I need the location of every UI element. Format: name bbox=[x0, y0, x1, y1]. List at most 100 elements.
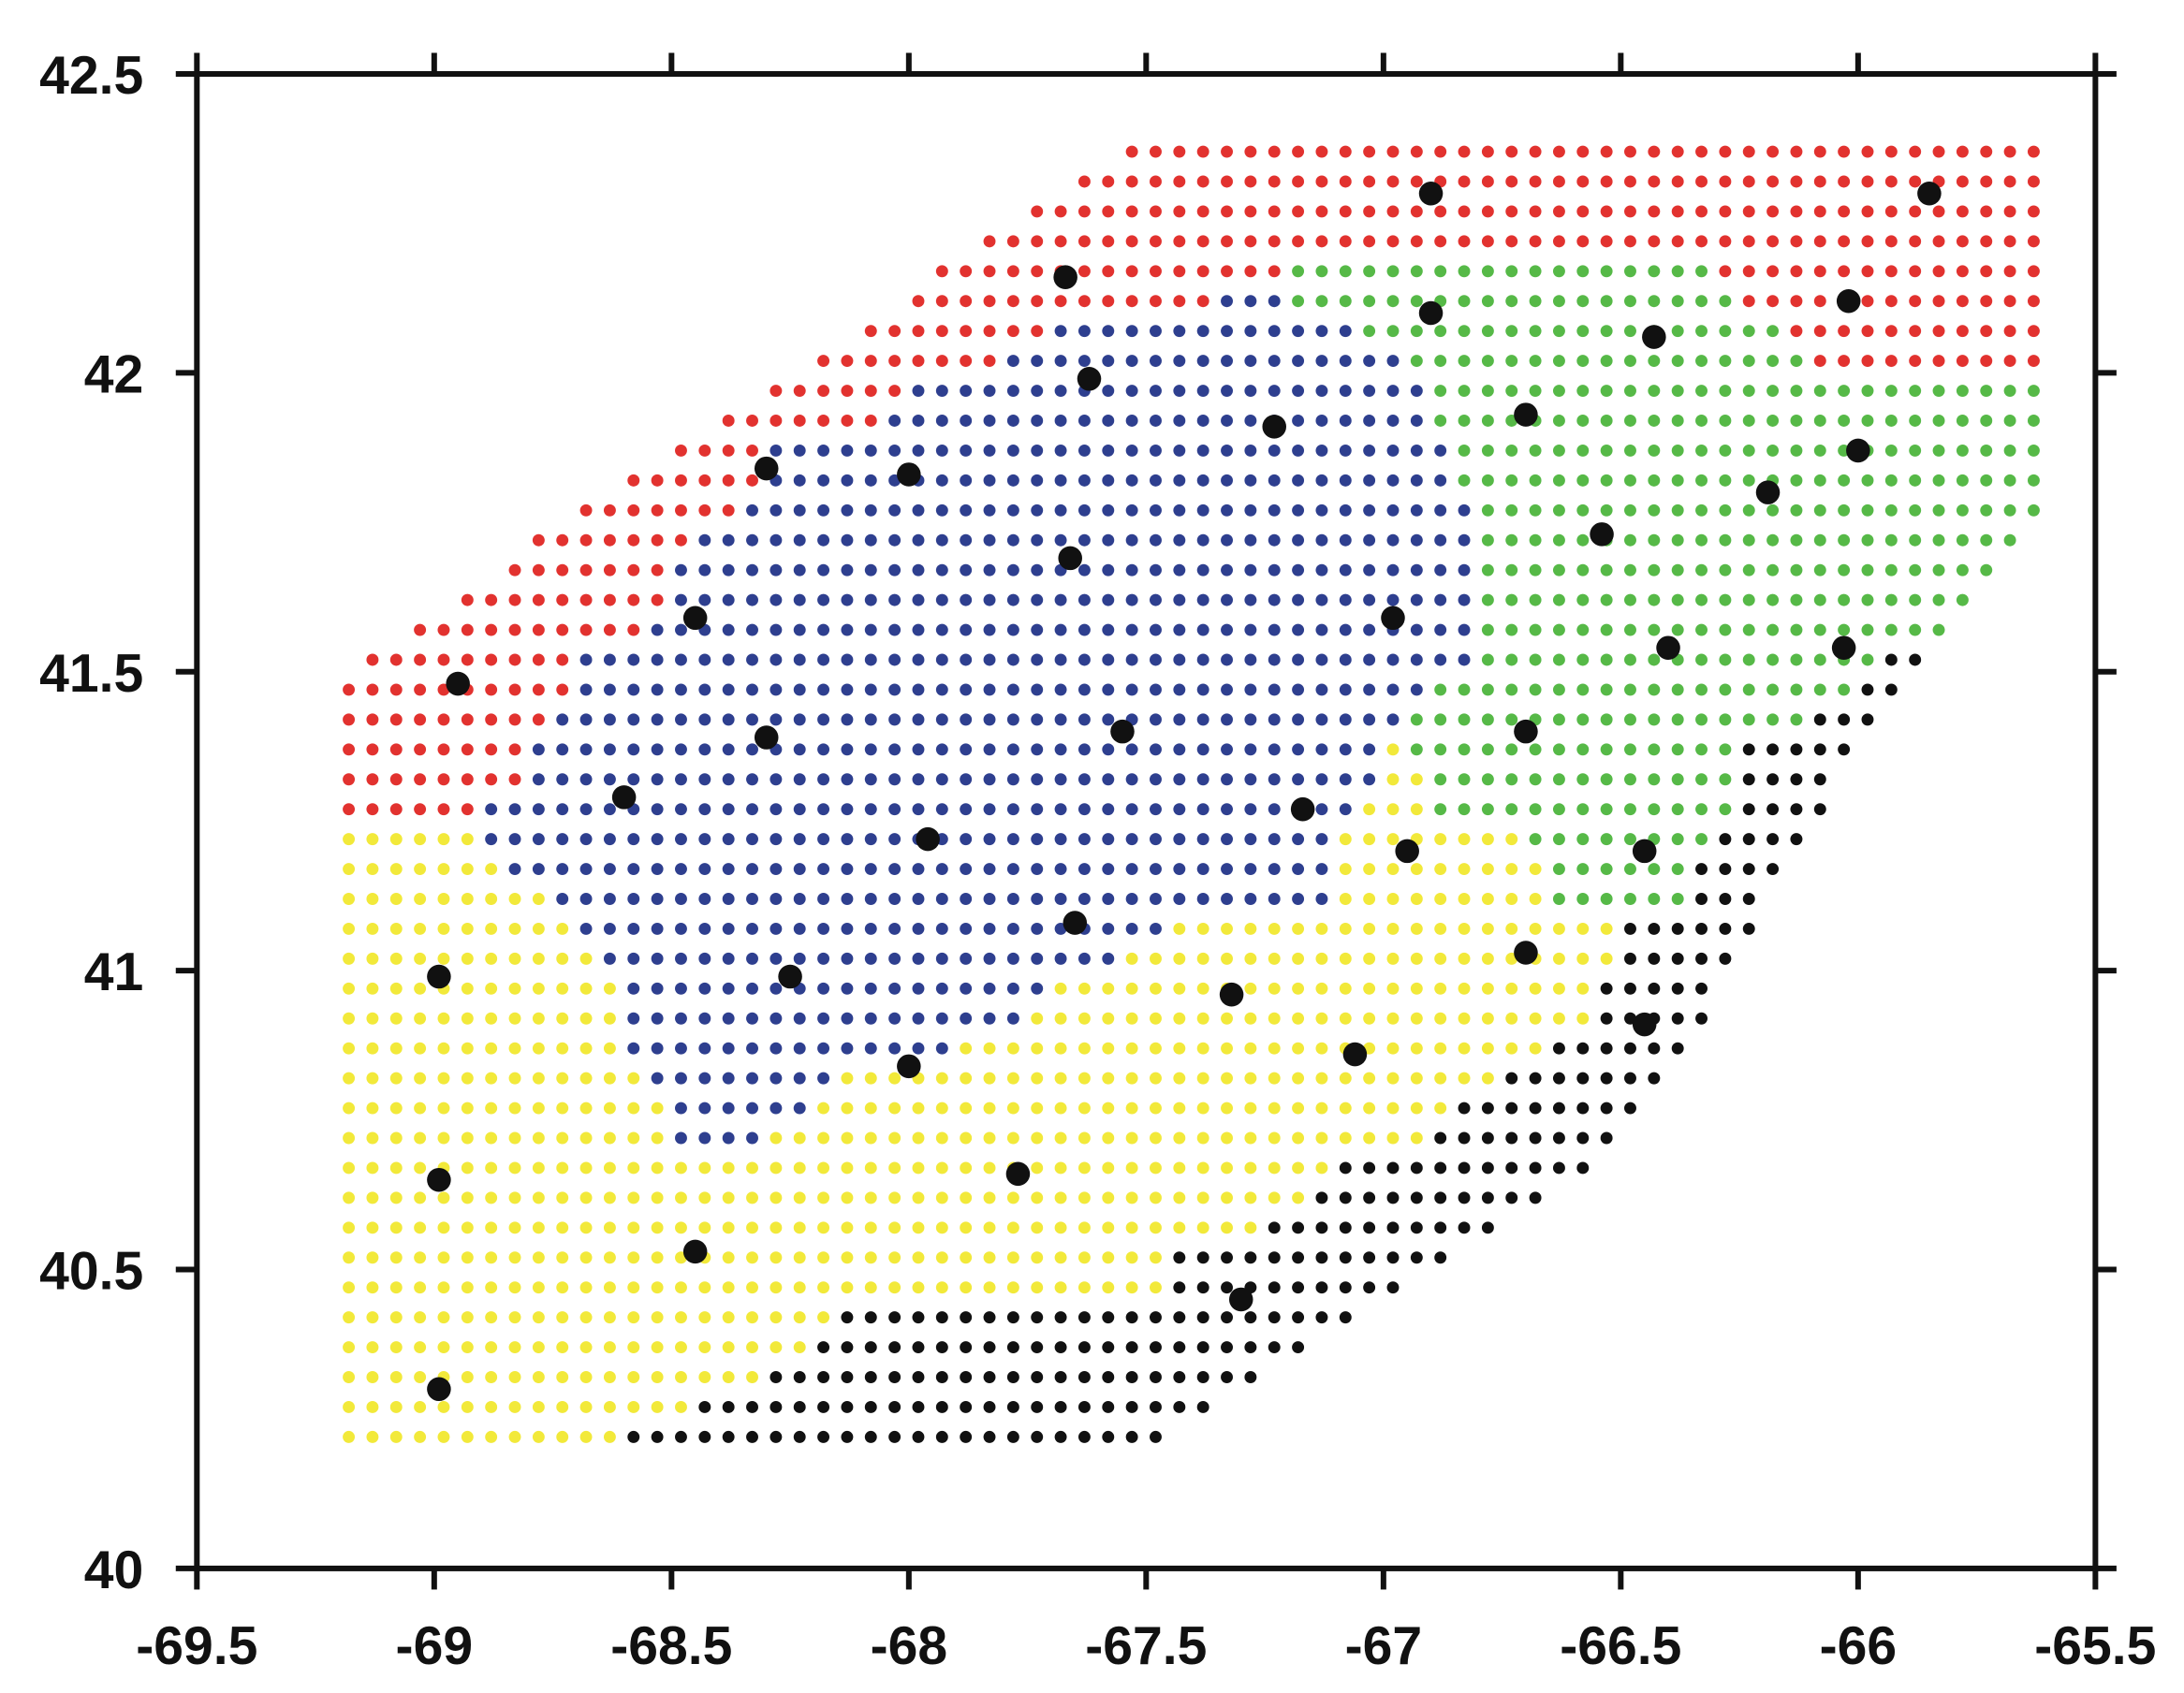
grid-dot bbox=[722, 444, 735, 457]
grid-dot bbox=[437, 1251, 450, 1264]
grid-dot bbox=[1742, 355, 1755, 368]
grid-dot bbox=[960, 533, 973, 547]
grid-dot bbox=[746, 803, 758, 816]
grid-dot bbox=[1054, 1012, 1067, 1025]
grid-dot bbox=[1006, 295, 1019, 308]
grid-dot bbox=[1125, 385, 1138, 398]
grid-dot bbox=[935, 444, 948, 457]
grid-dot bbox=[579, 623, 593, 636]
grid-dot bbox=[343, 1400, 356, 1413]
grid-dot bbox=[912, 1281, 925, 1294]
grid-dot bbox=[1671, 863, 1684, 876]
grid-dot bbox=[1766, 504, 1780, 517]
grid-dot bbox=[1244, 922, 1257, 935]
grid-dot bbox=[1600, 952, 1613, 965]
grid-dot bbox=[1363, 355, 1376, 368]
grid-dot bbox=[960, 773, 973, 786]
grid-dot bbox=[841, 683, 854, 696]
grid-dot bbox=[1742, 893, 1755, 905]
grid-dot bbox=[579, 1311, 593, 1324]
grid-dot bbox=[556, 1131, 569, 1145]
grid-dot bbox=[1790, 415, 1803, 427]
grid-dot bbox=[1054, 1371, 1067, 1383]
grid-dot bbox=[1102, 325, 1115, 338]
grid-dot bbox=[1552, 683, 1565, 696]
grid-dot bbox=[461, 863, 474, 876]
grid-dot bbox=[1695, 205, 1708, 218]
grid-dot bbox=[841, 952, 854, 965]
x-tick-label: -68.5 bbox=[610, 1616, 732, 1676]
grid-dot bbox=[817, 982, 830, 995]
grid-dot bbox=[1315, 415, 1328, 427]
grid-dot bbox=[1221, 1102, 1233, 1115]
grid-dot bbox=[437, 1102, 450, 1115]
grid-dot bbox=[817, 863, 830, 876]
grid-dot bbox=[1268, 743, 1281, 756]
grid-dot bbox=[1505, 623, 1518, 636]
grid-dot bbox=[1552, 474, 1565, 487]
grid-dot bbox=[1956, 504, 1969, 517]
grid-dot bbox=[770, 922, 783, 935]
grid-dot bbox=[1150, 1042, 1162, 1055]
grid-dot bbox=[864, 1221, 877, 1234]
grid-dot bbox=[366, 952, 379, 965]
grid-dot bbox=[1790, 683, 1803, 696]
grid-dot bbox=[746, 893, 758, 905]
grid-dot bbox=[1671, 474, 1684, 487]
grid-dot bbox=[1481, 533, 1494, 547]
grid-dot bbox=[746, 653, 758, 666]
grid-dot bbox=[1481, 773, 1494, 786]
grid-dot bbox=[912, 982, 925, 995]
grid-dot bbox=[1196, 325, 1209, 338]
grid-dot bbox=[343, 1191, 356, 1204]
grid-dot bbox=[1813, 623, 1826, 636]
grid-dot bbox=[912, 743, 925, 756]
grid-dot bbox=[1102, 205, 1115, 218]
grid-dot bbox=[1932, 593, 1945, 606]
grid-dot bbox=[366, 1251, 379, 1264]
grid-dot bbox=[1150, 922, 1162, 935]
grid-dot bbox=[603, 1042, 616, 1055]
grid-dot bbox=[746, 623, 758, 636]
grid-dot bbox=[1102, 415, 1115, 427]
grid-dot bbox=[746, 773, 758, 786]
grid-dot bbox=[1244, 563, 1257, 576]
grid-dot bbox=[532, 773, 545, 786]
grid-dot bbox=[1292, 1012, 1305, 1025]
y-tick-label: 40 bbox=[84, 1540, 144, 1600]
x-tick-label: -67.5 bbox=[1085, 1616, 1207, 1676]
grid-dot bbox=[485, 713, 498, 726]
grid-dot bbox=[532, 533, 545, 547]
grid-dot bbox=[1790, 743, 1803, 756]
grid-dot bbox=[888, 803, 901, 816]
grid-dot bbox=[1339, 773, 1352, 786]
grid-dot bbox=[532, 563, 545, 576]
grid-dot bbox=[1102, 982, 1115, 995]
grid-dot bbox=[1529, 1072, 1542, 1085]
grid-dot bbox=[698, 653, 711, 666]
grid-dot bbox=[1102, 1400, 1115, 1413]
grid-dot bbox=[1102, 1131, 1115, 1145]
grid-dot bbox=[1125, 1311, 1138, 1324]
grid-dot bbox=[1006, 623, 1019, 636]
grid-dot bbox=[1790, 504, 1803, 517]
grid-dot bbox=[1196, 1072, 1209, 1085]
grid-dot bbox=[960, 325, 973, 338]
grid-dot bbox=[983, 982, 996, 995]
grid-dot bbox=[461, 1131, 474, 1145]
grid-dot bbox=[1956, 355, 1969, 368]
grid-dot bbox=[888, 743, 901, 756]
grid-dot bbox=[1481, 563, 1494, 576]
grid-dot bbox=[1813, 355, 1826, 368]
grid-dot bbox=[1790, 713, 1803, 726]
grid-dot bbox=[1481, 175, 1494, 188]
grid-dot bbox=[1624, 863, 1636, 876]
grid-dot bbox=[485, 1430, 498, 1443]
grid-dot bbox=[1006, 922, 1019, 935]
grid-dot bbox=[864, 1251, 877, 1264]
grid-dot bbox=[1244, 1072, 1257, 1085]
grid-dot bbox=[935, 1371, 948, 1383]
grid-dot bbox=[1102, 683, 1115, 696]
grid-dot bbox=[1719, 803, 1732, 816]
grid-dot bbox=[651, 623, 664, 636]
